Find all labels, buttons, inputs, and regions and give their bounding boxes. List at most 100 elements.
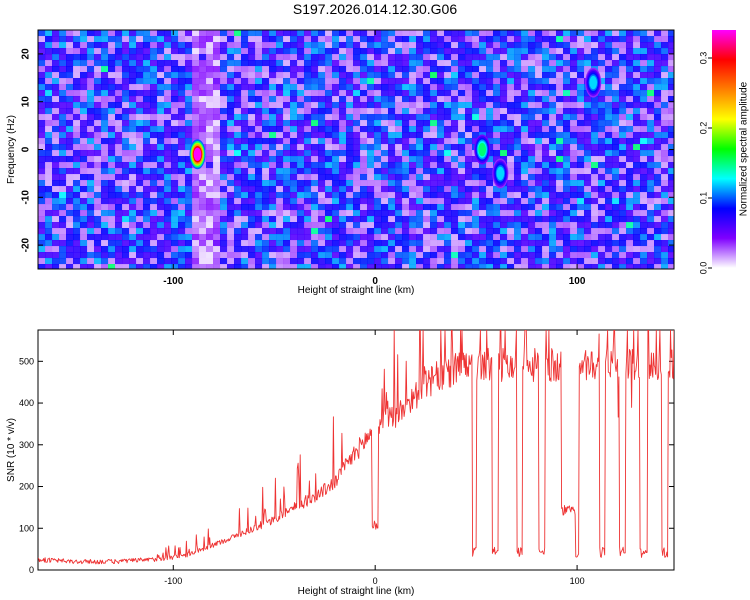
heatmap-cell xyxy=(444,30,452,37)
heatmap-cell xyxy=(458,36,466,43)
heatmap-cell xyxy=(493,240,501,247)
heatmap-cell xyxy=(458,138,466,145)
heatmap-cell xyxy=(465,114,473,121)
heatmap-cell xyxy=(661,42,669,49)
heatmap-cell xyxy=(122,234,130,241)
heatmap-cell xyxy=(654,264,662,269)
heatmap-cell xyxy=(514,78,522,85)
heatmap-cell xyxy=(647,198,655,205)
heatmap-cell xyxy=(640,252,648,259)
heatmap-cell xyxy=(423,42,431,49)
heatmap-cell xyxy=(213,90,221,97)
heatmap-cell xyxy=(199,108,207,115)
heatmap-cell xyxy=(290,264,298,269)
heatmap-cell xyxy=(591,30,599,37)
heatmap-cell xyxy=(297,264,305,269)
heatmap-cell xyxy=(122,60,130,67)
heatmap-cell xyxy=(598,132,606,139)
heatmap-cell xyxy=(444,114,452,121)
heatmap-cell xyxy=(311,204,319,211)
heatmap-cell xyxy=(171,186,179,193)
heatmap-cell xyxy=(248,96,256,103)
heatmap-cell xyxy=(66,216,74,223)
heatmap-cell xyxy=(213,102,221,109)
heatmap-cell xyxy=(409,72,417,79)
heatmap-cell xyxy=(311,78,319,85)
heatmap-cell xyxy=(227,54,235,61)
heatmap-cell xyxy=(248,120,256,127)
heatmap-cell xyxy=(605,36,613,43)
heatmap-cell xyxy=(395,252,403,259)
heatmap-cell xyxy=(297,30,305,37)
heatmap-cell xyxy=(339,60,347,67)
heatmap-cell xyxy=(619,54,627,61)
heatmap-cell xyxy=(206,246,214,253)
heatmap-cell xyxy=(423,264,431,269)
heatmap-cell xyxy=(493,84,501,91)
heatmap-cell xyxy=(640,72,648,79)
heatmap-cell xyxy=(493,204,501,211)
heatmap-cell xyxy=(542,90,550,97)
heatmap-cell xyxy=(213,198,221,205)
heatmap-cell xyxy=(535,192,543,199)
heatmap-cell xyxy=(563,84,571,91)
heatmap-cell xyxy=(73,252,81,259)
heatmap-cell xyxy=(360,120,368,127)
heatmap-cell xyxy=(542,108,550,115)
heatmap-cell xyxy=(437,258,445,265)
heatmap-cell xyxy=(353,174,361,181)
heatmap-cell xyxy=(493,90,501,97)
heatmap-cell xyxy=(178,234,186,241)
heatmap-cell xyxy=(626,180,634,187)
heatmap-cell xyxy=(150,162,158,169)
heatmap-cell xyxy=(640,60,648,67)
heatmap-cell xyxy=(185,48,193,55)
heatmap-cell xyxy=(486,78,494,85)
heatmap-cell xyxy=(87,168,95,175)
heatmap-cell xyxy=(248,240,256,247)
heatmap-cell xyxy=(192,84,200,91)
heatmap-cell xyxy=(451,264,459,269)
heatmap-cell xyxy=(73,234,81,241)
heatmap-cell xyxy=(185,252,193,259)
heatmap-cell xyxy=(178,156,186,163)
heatmap-cell xyxy=(164,174,172,181)
heatmap-cell xyxy=(283,66,291,73)
heatmap-cell xyxy=(136,126,144,133)
heatmap-cell xyxy=(647,204,655,211)
heatmap-cell xyxy=(577,102,585,109)
heatmap-cell xyxy=(668,168,674,175)
heatmap-cell xyxy=(45,96,53,103)
heatmap-cell xyxy=(73,72,81,79)
heatmap-cell xyxy=(115,180,123,187)
heatmap-cell xyxy=(87,198,95,205)
heatmap-cell xyxy=(220,42,228,49)
heatmap-cell xyxy=(241,126,249,133)
heatmap-cell xyxy=(87,48,95,55)
heatmap-cell xyxy=(325,210,333,217)
heatmap-cell xyxy=(234,54,242,61)
heatmap-cell xyxy=(87,180,95,187)
heatmap-cell xyxy=(598,210,606,217)
heatmap-cell xyxy=(276,234,284,241)
heatmap-cell xyxy=(549,54,557,61)
heatmap-cell xyxy=(143,108,151,115)
heatmap-cell xyxy=(150,96,158,103)
colorbar-tick-label: 0.0 xyxy=(698,262,708,275)
heatmap-cell xyxy=(59,84,67,91)
heatmap-cell xyxy=(570,228,578,235)
heatmap-cell xyxy=(353,126,361,133)
heatmap-cell xyxy=(640,204,648,211)
heatmap-cell xyxy=(213,234,221,241)
heatmap-cell xyxy=(479,42,487,49)
heatmap-cell xyxy=(143,132,151,139)
heatmap-cell xyxy=(416,216,424,223)
heatmap-cell xyxy=(430,186,438,193)
heatmap-cell xyxy=(458,264,466,269)
heatmap-cell xyxy=(108,72,116,79)
heatmap-cell xyxy=(486,120,494,127)
heatmap-cell xyxy=(276,36,284,43)
heatmap-cell xyxy=(528,156,536,163)
heatmap-cell xyxy=(591,36,599,43)
heatmap-cell xyxy=(640,210,648,217)
